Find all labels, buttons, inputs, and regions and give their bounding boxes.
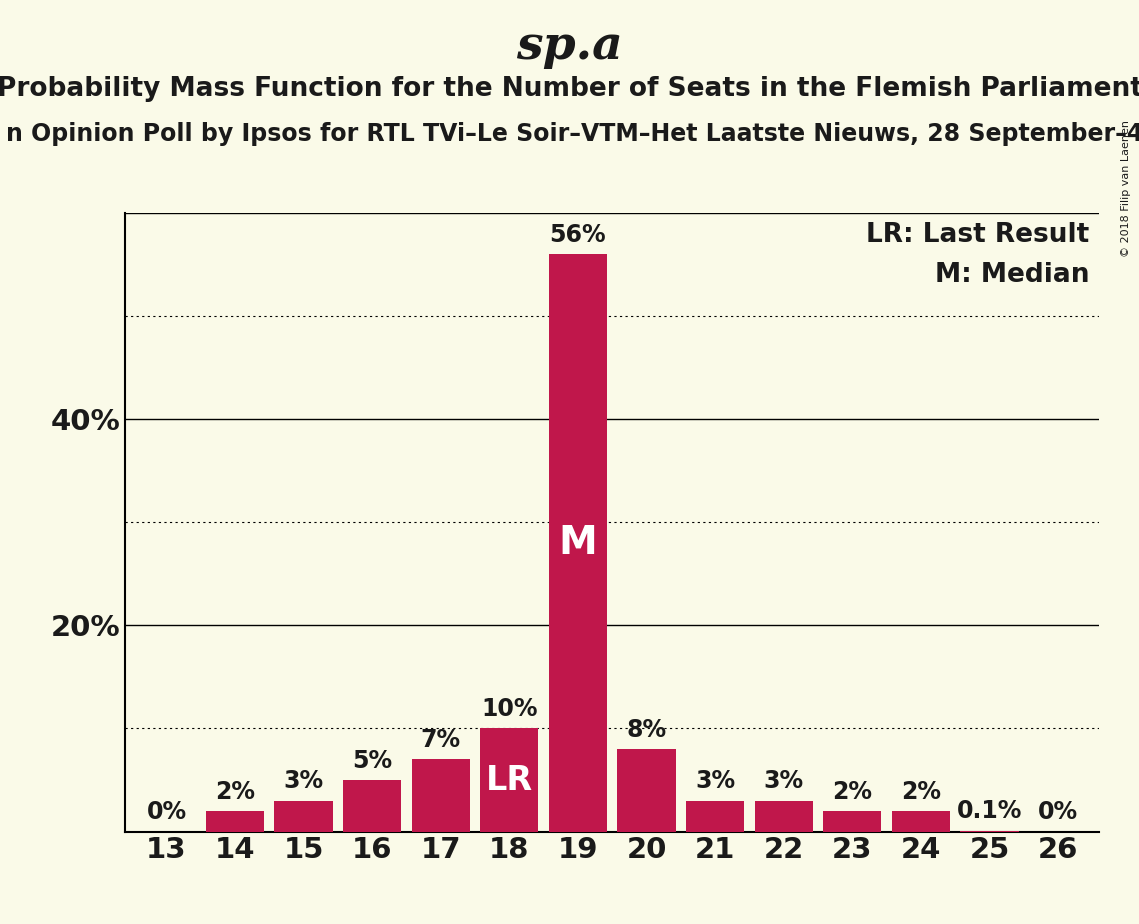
- Text: 3%: 3%: [763, 770, 804, 794]
- Text: sp.a: sp.a: [516, 23, 623, 69]
- Bar: [343, 780, 401, 832]
- Text: 2%: 2%: [215, 780, 255, 804]
- Text: n Opinion Poll by Ipsos for RTL TVi–Le Soir–VTM–Het Laatste Nieuws, 28 September: n Opinion Poll by Ipsos for RTL TVi–Le S…: [6, 122, 1139, 146]
- Text: LR: Last Result: LR: Last Result: [866, 222, 1089, 248]
- Bar: [960, 831, 1018, 832]
- Text: 2%: 2%: [833, 780, 872, 804]
- Text: M: Median: M: Median: [935, 262, 1089, 288]
- Text: 8%: 8%: [626, 718, 666, 742]
- Text: 0%: 0%: [147, 800, 187, 824]
- Text: 5%: 5%: [352, 748, 392, 772]
- Text: M: M: [558, 524, 597, 562]
- Bar: [823, 811, 882, 832]
- Bar: [549, 254, 607, 832]
- Bar: [754, 800, 813, 832]
- Bar: [274, 800, 333, 832]
- Text: 10%: 10%: [481, 698, 538, 722]
- Text: 2%: 2%: [901, 780, 941, 804]
- Bar: [411, 760, 470, 832]
- Bar: [892, 811, 950, 832]
- Text: 0%: 0%: [1038, 800, 1077, 824]
- Bar: [481, 728, 539, 832]
- Text: 56%: 56%: [550, 223, 606, 247]
- Text: 7%: 7%: [420, 728, 461, 752]
- Text: LR: LR: [485, 763, 533, 796]
- Text: 3%: 3%: [695, 770, 735, 794]
- Bar: [686, 800, 744, 832]
- Text: 0.1%: 0.1%: [957, 799, 1022, 823]
- Text: Probability Mass Function for the Number of Seats in the Flemish Parliament: Probability Mass Function for the Number…: [0, 76, 1139, 102]
- Bar: [206, 811, 264, 832]
- Text: © 2018 Filip van Laenen: © 2018 Filip van Laenen: [1121, 120, 1131, 257]
- Bar: [617, 749, 675, 832]
- Text: 3%: 3%: [284, 770, 323, 794]
